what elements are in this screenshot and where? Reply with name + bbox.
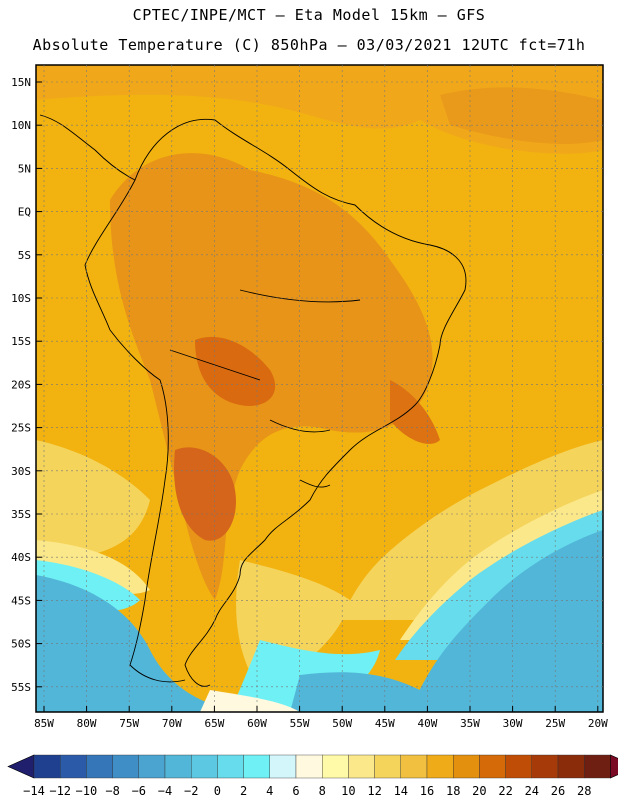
lat-label: 40S bbox=[11, 551, 31, 564]
colorbar-swatch bbox=[557, 754, 585, 779]
lat-label: 25S bbox=[11, 422, 31, 435]
colorbar-label: −4 bbox=[158, 784, 172, 798]
colorbar-swatch bbox=[112, 754, 139, 779]
lat-label: 50S bbox=[11, 638, 31, 651]
lat-label: 15S bbox=[11, 335, 31, 348]
colorbar-swatch bbox=[531, 754, 559, 779]
colorbar-swatch bbox=[138, 754, 166, 779]
latitude-labels: 15N 10N 5N EQ 5S 10S 15S 20S 25S 30S 35S 40S 45S 50S 5… bbox=[11, 76, 31, 694]
longitude-labels: 85W 80W 75W 70W 65W 60W 55W 50W 45W 40W 35W 30W 25W 2… bbox=[34, 717, 608, 730]
lon-label: 30W bbox=[503, 717, 523, 730]
lon-label: 85W bbox=[34, 717, 54, 730]
colorbar-label: −8 bbox=[105, 784, 119, 798]
colorbar-label: 6 bbox=[292, 784, 299, 798]
colorbar-label: 28 bbox=[577, 784, 591, 798]
colorbar-swatch bbox=[426, 754, 454, 779]
colorbar-swatch bbox=[348, 754, 375, 779]
lon-label: 70W bbox=[162, 717, 182, 730]
colorbar-swatch bbox=[505, 754, 533, 779]
lon-label: 65W bbox=[204, 717, 224, 730]
colorbar-label: 20 bbox=[472, 784, 486, 798]
lat-label: 10N bbox=[11, 119, 31, 132]
colorbar-swatch bbox=[243, 754, 271, 779]
colorbar-low-arrow bbox=[7, 754, 35, 779]
lat-label: 5N bbox=[18, 162, 31, 175]
lon-label: 60W bbox=[247, 717, 267, 730]
graticule bbox=[36, 65, 603, 712]
colorbar-label: 16 bbox=[420, 784, 434, 798]
colorbar-swatch bbox=[86, 754, 113, 779]
title-line-2: Absolute Temperature (C) 850hPa – 03/03/… bbox=[32, 36, 586, 54]
lon-label: 75W bbox=[119, 717, 139, 730]
colorbar-swatch bbox=[60, 754, 87, 779]
lon-label: 25W bbox=[545, 717, 565, 730]
colorbar-high-arrow bbox=[610, 754, 618, 779]
title-line-1: CPTEC/INPE/MCT – Eta Model 15km – GFS bbox=[132, 6, 486, 24]
colorbar-swatch bbox=[479, 754, 506, 779]
colorbar-swatch bbox=[584, 754, 611, 779]
lon-label: 50W bbox=[332, 717, 352, 730]
colorbar-label: 26 bbox=[551, 784, 565, 798]
lon-label: 55W bbox=[290, 717, 310, 730]
colorbar-label: −6 bbox=[132, 784, 146, 798]
colorbar-label: 0 bbox=[214, 784, 221, 798]
colorbar-swatch bbox=[295, 754, 323, 779]
colorbar-swatch bbox=[269, 754, 297, 779]
colorbar-label: 10 bbox=[341, 784, 355, 798]
colorbar-label: 2 bbox=[240, 784, 247, 798]
colorbar-label: 24 bbox=[525, 784, 539, 798]
lat-label: 5S bbox=[18, 249, 31, 262]
colorbar-swatch bbox=[33, 754, 61, 779]
colorbar-swatch bbox=[164, 754, 192, 779]
colorbar-label: 4 bbox=[266, 784, 273, 798]
colorbar-label: 22 bbox=[498, 784, 512, 798]
colorbar-label: −14 bbox=[23, 784, 45, 798]
colorbar-swatch bbox=[217, 754, 244, 779]
colorbar-swatch bbox=[453, 754, 480, 779]
lon-label: 40W bbox=[417, 717, 437, 730]
lat-label: 45S bbox=[11, 594, 31, 607]
colorbar-label: −10 bbox=[76, 784, 98, 798]
lon-label: 35W bbox=[460, 717, 480, 730]
lat-label: 15N bbox=[11, 76, 31, 89]
colorbar-label: −2 bbox=[184, 784, 198, 798]
colorbar-label: −12 bbox=[49, 784, 71, 798]
colorbar-swatch bbox=[400, 754, 428, 779]
colorbar-swatch bbox=[190, 754, 218, 779]
colorbar-swatch bbox=[322, 754, 349, 779]
lat-label: 55S bbox=[11, 681, 31, 694]
colorbar-swatch bbox=[374, 754, 402, 779]
colorbar-label: 12 bbox=[367, 784, 381, 798]
lat-label: EQ bbox=[18, 206, 31, 219]
coastline bbox=[39, 114, 467, 687]
colorbar-label: 8 bbox=[319, 784, 326, 798]
lon-label: 80W bbox=[77, 717, 97, 730]
lon-label: 20W bbox=[588, 717, 608, 730]
lon-label: 45W bbox=[375, 717, 395, 730]
lat-label: 10S bbox=[11, 292, 31, 305]
temperature-field bbox=[36, 65, 603, 712]
colorbar bbox=[7, 754, 618, 779]
lat-label: 35S bbox=[11, 508, 31, 521]
colorbar-label: 18 bbox=[446, 784, 460, 798]
lat-label: 30S bbox=[11, 465, 31, 478]
colorbar-labels: −14 −12 −10 −8 −6 −4 −2 0 2 4 6 8 10 12 14 16 18 20 22 24 26… bbox=[23, 784, 591, 798]
lat-label: 20S bbox=[11, 378, 31, 391]
colorbar-label: 14 bbox=[394, 784, 408, 798]
plot-frame bbox=[35, 64, 604, 713]
